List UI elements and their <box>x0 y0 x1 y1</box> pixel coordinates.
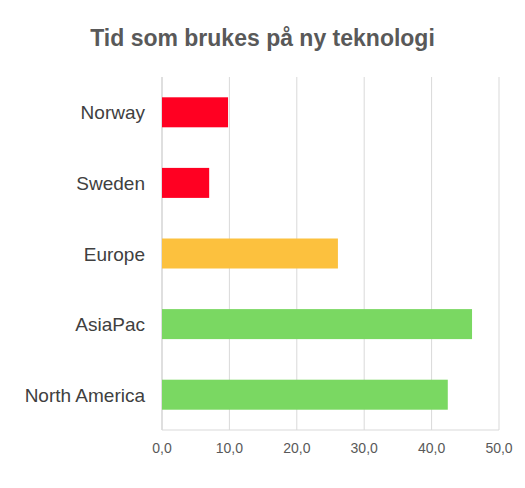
bar <box>162 380 448 410</box>
tick-label: 20,0 <box>283 440 310 456</box>
category-label: Europe <box>84 244 145 265</box>
bar <box>162 239 338 269</box>
bar <box>162 97 228 127</box>
tick-label: 40,0 <box>418 440 445 456</box>
tick-label: 0,0 <box>152 440 172 456</box>
grid-line <box>499 77 500 430</box>
title: Tid som brukes på ny teknologi <box>90 25 435 51</box>
grid-line <box>431 77 432 430</box>
grid <box>162 77 499 430</box>
x-axis <box>162 430 499 431</box>
category-label: AsiaPac <box>75 314 145 335</box>
chart: Tid som brukes på ny teknologi 0,0 10,0 20,… <box>0 0 525 488</box>
bar <box>162 168 209 198</box>
bar <box>162 309 472 339</box>
category-label: Norway <box>81 102 146 123</box>
tick-label: 30,0 <box>351 440 378 456</box>
tick-label: 50,0 <box>485 440 512 456</box>
tick-label: 10,0 <box>216 440 243 456</box>
category-label: Sweden <box>76 173 145 194</box>
grid-line <box>364 77 365 430</box>
category-label: North America <box>25 385 146 406</box>
bars <box>162 97 472 409</box>
